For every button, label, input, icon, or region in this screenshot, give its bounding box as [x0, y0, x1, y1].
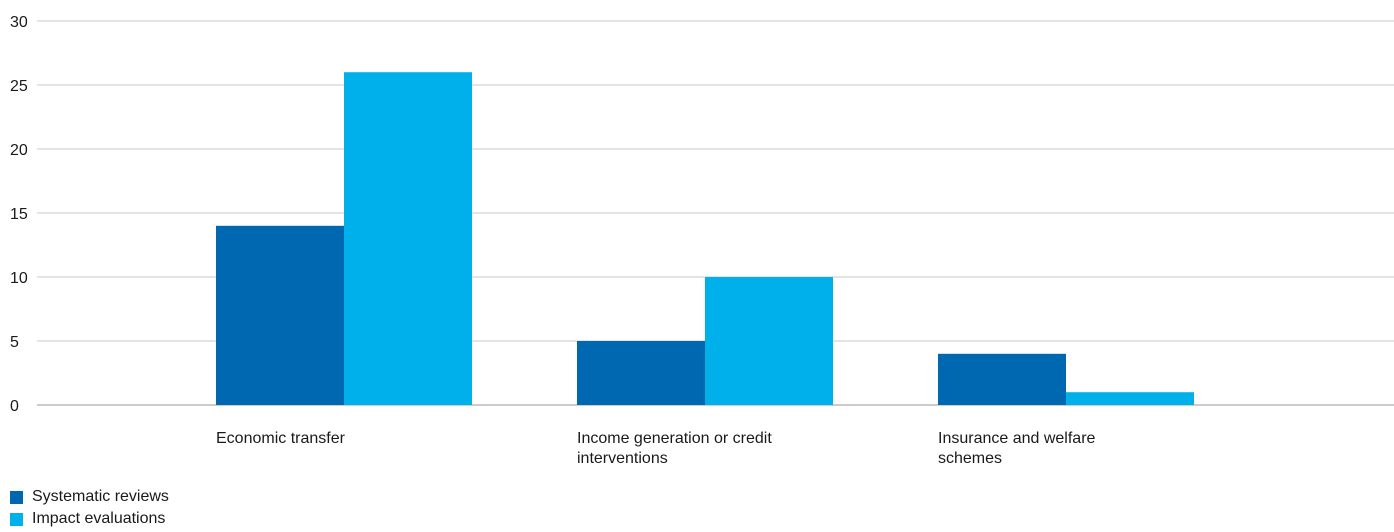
- x-category-label-line: Insurance and welfare: [938, 430, 1096, 447]
- y-tick-label: 15: [10, 206, 28, 223]
- y-tick-label: 5: [10, 334, 19, 351]
- bar: [938, 353, 1066, 405]
- x-category-label: Economic transfer: [216, 430, 346, 447]
- y-tick-label: 10: [10, 270, 28, 287]
- bar: [577, 341, 705, 405]
- legend-swatch-systematic-reviews: [10, 490, 23, 504]
- x-category-label-line: Income generation or credit: [577, 430, 772, 447]
- x-category-label-line: interventions: [577, 450, 668, 467]
- x-category-label: Insurance and welfare schemes: [938, 430, 1096, 467]
- bar-chart: 0 5 10 15 20 25 30 Economic transfer Income gene…: [10, 14, 1394, 467]
- bar: [1066, 392, 1194, 405]
- y-tick-label: 0: [10, 398, 19, 415]
- legend-label: Systematic reviews: [32, 488, 169, 505]
- x-category-label-line: schemes: [938, 450, 1002, 467]
- y-tick-label: 30: [10, 14, 28, 31]
- bar: [344, 72, 472, 405]
- bar: [705, 277, 833, 405]
- x-category-label: Income generation or credit interventions: [577, 430, 772, 467]
- legend-swatch-impact-evaluations: [10, 512, 23, 526]
- legend: Systematic reviews Impact evaluations: [10, 486, 169, 530]
- legend-item-impact-evaluations: Impact evaluations: [10, 508, 169, 530]
- legend-label: Impact evaluations: [32, 510, 166, 527]
- y-tick-label: 20: [10, 142, 28, 159]
- y-tick-label: 25: [10, 78, 28, 95]
- legend-item-systematic-reviews: Systematic reviews: [10, 486, 169, 508]
- bar: [216, 225, 344, 405]
- x-category-label-line: Economic transfer: [216, 430, 346, 447]
